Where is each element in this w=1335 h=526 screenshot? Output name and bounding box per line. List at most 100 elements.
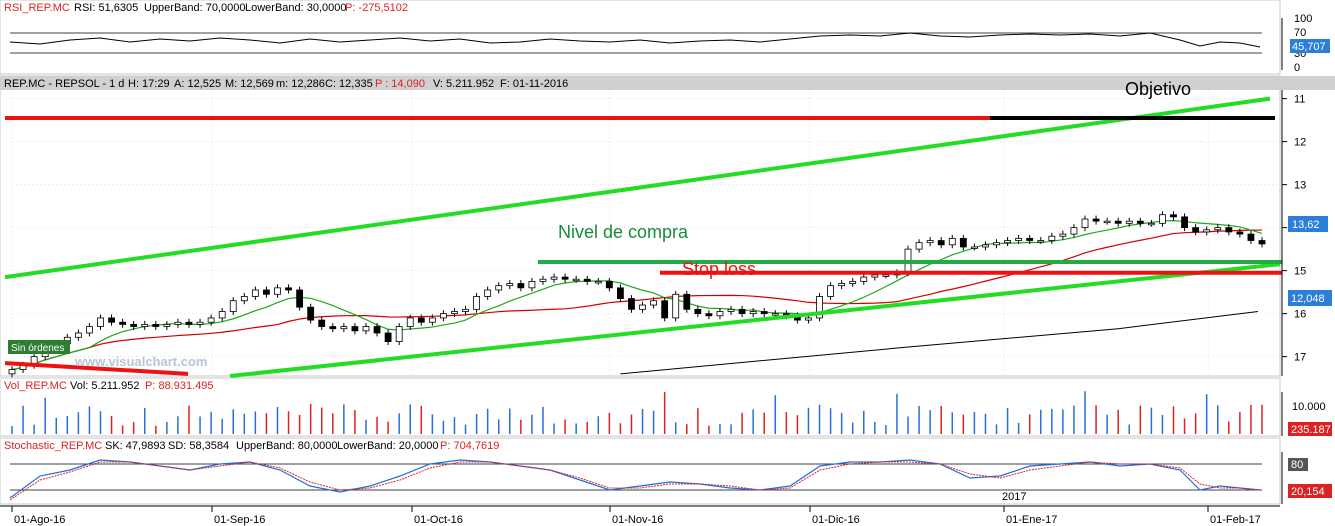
x-tick-label: 01-Dic-16	[812, 514, 860, 526]
x-tick-label: 01-Feb-17	[1210, 514, 1261, 526]
candle	[108, 314, 115, 326]
candle	[738, 305, 746, 318]
candle	[185, 318, 193, 328]
candle	[816, 292, 823, 322]
price-value-box-2	[1288, 290, 1332, 306]
candle	[1170, 211, 1177, 221]
candle	[749, 308, 757, 318]
rsi-axis-0: 0	[1294, 62, 1300, 74]
candle	[296, 286, 304, 311]
stoch-axis-label: 80	[1291, 459, 1303, 471]
vol-header-name: Vol_REP.MC	[4, 380, 67, 392]
candle	[1136, 217, 1144, 227]
price-tick-label: 15	[1294, 266, 1306, 278]
sin-ordenes-badge[interactable]	[8, 340, 70, 354]
rsi-header-rsi: RSI: 51,6305	[74, 2, 138, 14]
candle	[948, 234, 956, 249]
candle	[285, 284, 292, 294]
candle	[406, 314, 414, 330]
candle	[274, 284, 281, 298]
stop-loss-label: Stop loss	[682, 259, 756, 279]
candle	[440, 310, 447, 322]
price-header-c: C: 12,335	[325, 78, 373, 90]
candle	[307, 303, 315, 324]
candle	[528, 277, 536, 292]
candle	[583, 275, 591, 285]
stoch-value-box	[1288, 484, 1332, 498]
candle	[982, 241, 989, 251]
candle	[251, 286, 259, 300]
candle	[373, 323, 381, 337]
price-panel: REP.MC - REPSOL - 1 d H: 17:29 A: 12,525…	[0, 75, 1335, 378]
price-tick-label: 17	[1294, 352, 1306, 364]
price-value-label-1: 13,62	[1292, 219, 1320, 231]
stoch-header-sd: SD: 58,3584	[168, 440, 229, 452]
x-tick-label: 01-Ago-16	[14, 514, 65, 526]
vol-header-p: P: 88.931.495	[145, 380, 214, 392]
stoch-header-name: Stochastic_REP.MC	[4, 440, 102, 452]
x-tick-label: 01-Nov-16	[612, 514, 663, 526]
candle	[617, 284, 624, 303]
candle	[1026, 234, 1034, 244]
candle	[218, 308, 226, 322]
price-tick-label: 13	[1294, 180, 1306, 192]
price-header-name: REP.MC - REPSOL - 1 d	[4, 78, 124, 90]
candle	[628, 295, 635, 313]
candle	[1081, 215, 1089, 232]
candle	[1192, 224, 1200, 236]
candle	[1125, 217, 1133, 227]
candle	[539, 275, 547, 285]
candle	[1092, 215, 1100, 225]
candle	[8, 366, 16, 378]
ma-green-line	[11, 220, 1263, 371]
candle	[517, 280, 525, 292]
candle	[174, 318, 182, 328]
candle	[1225, 224, 1233, 236]
candle	[141, 320, 149, 330]
candle	[926, 237, 934, 247]
candle	[727, 305, 735, 315]
candle	[1247, 230, 1255, 244]
price-plot	[4, 96, 1282, 378]
early-red-line	[4, 361, 189, 376]
candle	[661, 297, 669, 322]
candle	[1159, 211, 1166, 227]
candle	[1258, 237, 1266, 248]
candle	[572, 275, 580, 283]
candle	[484, 286, 492, 300]
stoch-sk-line	[9, 459, 1261, 499]
vol-header-vol: Vol: 5.211.952	[70, 380, 140, 392]
ma-black-line	[620, 310, 1259, 375]
candle	[395, 323, 403, 346]
candle	[340, 323, 348, 333]
vol-value-box	[1288, 422, 1332, 436]
candle	[683, 290, 691, 313]
candle	[694, 305, 702, 318]
upper-channel-line	[4, 96, 1271, 280]
candle	[970, 243, 978, 251]
candle	[362, 323, 370, 335]
price-header-bar	[0, 76, 1335, 90]
price-value-box-1	[1288, 216, 1328, 232]
price-tick-label: 12	[1294, 137, 1306, 149]
rsi-header-upper: UpperBand: 70,0000	[144, 2, 246, 14]
price-header-mn: m: 12,286	[276, 78, 325, 90]
nivel-compra-label: Nivel de compra	[558, 222, 689, 242]
rsi-header-name: RSI_REP.MC	[4, 2, 70, 14]
candle	[1048, 232, 1056, 244]
candle	[860, 273, 868, 285]
sin-ordenes-label: Sin órdenes	[11, 343, 64, 354]
candle	[716, 308, 724, 320]
candle	[550, 273, 558, 283]
candle	[97, 314, 104, 330]
candle	[263, 286, 270, 298]
lower-channel-line	[229, 262, 1281, 378]
candle	[639, 301, 646, 313]
rsi-line	[9, 32, 1261, 48]
year-label: 2017	[1002, 491, 1026, 503]
vol-value-label: 235.187	[1291, 424, 1331, 436]
price-header-v: V: 5.211.952	[433, 78, 494, 90]
vol-axis-label: 10.000	[1292, 401, 1326, 413]
